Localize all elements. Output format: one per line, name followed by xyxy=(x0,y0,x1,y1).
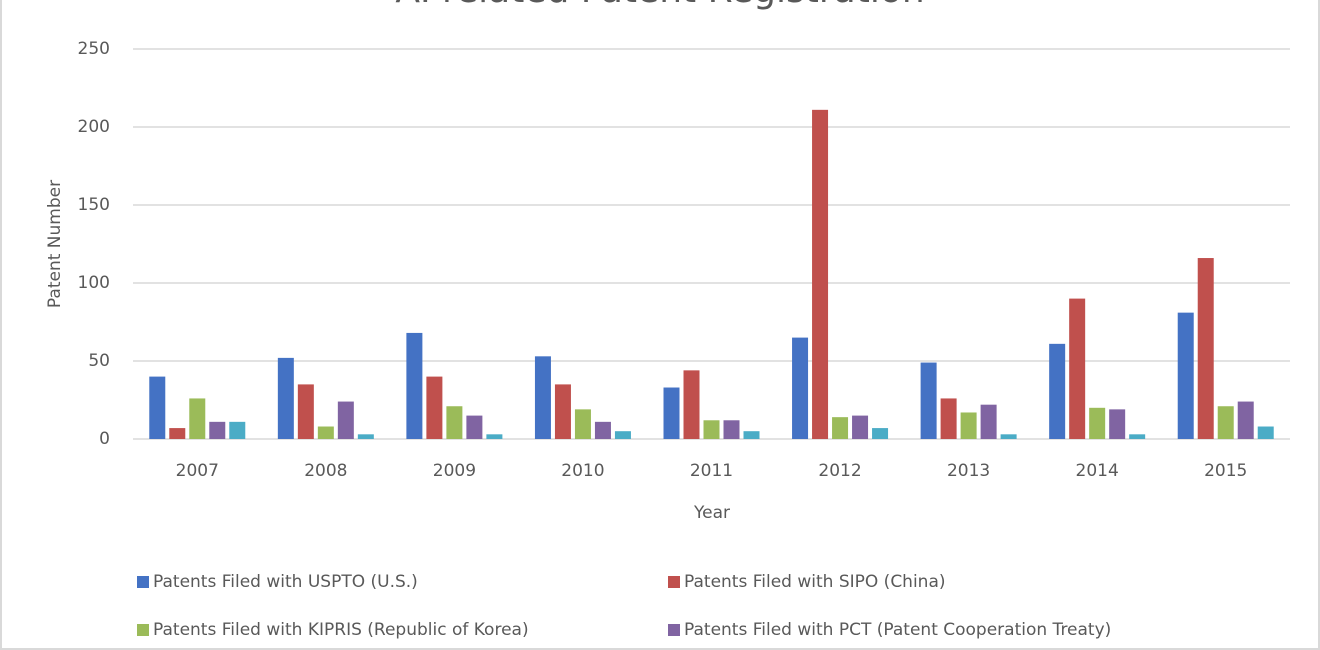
bar xyxy=(832,417,849,439)
bar xyxy=(357,434,374,439)
bar xyxy=(1049,343,1066,439)
legend-swatch xyxy=(137,624,149,636)
bar xyxy=(574,409,591,439)
x-tick-label: 2013 xyxy=(947,461,990,481)
x-tick-label: 2012 xyxy=(818,461,861,481)
bar xyxy=(1257,426,1274,439)
legend-swatch xyxy=(137,576,149,588)
y-tick-label: 250 xyxy=(78,39,110,59)
bar xyxy=(277,357,294,439)
bar xyxy=(1089,407,1106,439)
y-axis-label: Patent Number xyxy=(45,180,65,308)
bar xyxy=(149,376,166,439)
x-axis-label: Year xyxy=(693,503,730,523)
bar xyxy=(960,412,977,439)
bar xyxy=(297,384,314,439)
bar xyxy=(1177,312,1194,439)
x-tick-label: 2014 xyxy=(1076,461,1119,481)
bar xyxy=(337,401,354,439)
bar xyxy=(317,426,334,439)
legend-label: Patents Filed with PCT (Patent Cooperati… xyxy=(684,620,1111,640)
y-tick-label: 200 xyxy=(78,117,110,137)
y-tick-label: 100 xyxy=(78,273,110,293)
legend-label: Patents Filed with KIPRIS (Republic of K… xyxy=(153,620,529,640)
bar xyxy=(663,387,680,439)
bar xyxy=(683,370,700,439)
bar xyxy=(743,431,760,439)
bar xyxy=(792,337,809,439)
bar xyxy=(940,398,957,439)
x-tick-label: 2015 xyxy=(1204,461,1247,481)
bar xyxy=(1069,298,1086,439)
bar xyxy=(189,398,206,439)
chart-title: AI related Patent Registration xyxy=(395,0,924,11)
bar xyxy=(534,356,551,439)
bar xyxy=(980,404,997,439)
y-tick-label: 50 xyxy=(88,351,110,371)
x-tick-label: 2008 xyxy=(304,461,347,481)
bar xyxy=(723,420,740,439)
bar xyxy=(466,415,483,439)
bar xyxy=(703,420,720,439)
bar xyxy=(1197,258,1214,439)
bar xyxy=(852,415,869,439)
bar xyxy=(1129,434,1146,439)
bar xyxy=(169,428,186,439)
y-tick-label: 150 xyxy=(78,195,110,215)
legend-swatch xyxy=(668,624,680,636)
bar xyxy=(229,421,246,439)
bar xyxy=(920,362,937,439)
bar xyxy=(594,421,611,439)
bar xyxy=(426,376,443,439)
x-tick-label: 2010 xyxy=(561,461,604,481)
bar xyxy=(554,384,571,439)
y-tick-label: 0 xyxy=(99,429,110,449)
bar xyxy=(872,428,889,439)
bar xyxy=(1000,434,1017,439)
bar xyxy=(486,434,503,439)
bar xyxy=(446,406,463,439)
legend-swatch xyxy=(668,576,680,588)
legend-label: Patents Filed with USPTO (U.S.) xyxy=(153,572,418,592)
x-tick-label: 2011 xyxy=(690,461,733,481)
bar xyxy=(1237,401,1254,439)
bar xyxy=(209,421,226,439)
bar xyxy=(812,109,829,439)
x-tick-label: 2007 xyxy=(176,461,219,481)
bar xyxy=(1109,409,1126,439)
bar xyxy=(1217,406,1234,439)
legend-label: Patents Filed with SIPO (China) xyxy=(684,572,946,592)
bar xyxy=(406,332,423,439)
x-tick-label: 2009 xyxy=(433,461,476,481)
bar xyxy=(614,431,631,439)
